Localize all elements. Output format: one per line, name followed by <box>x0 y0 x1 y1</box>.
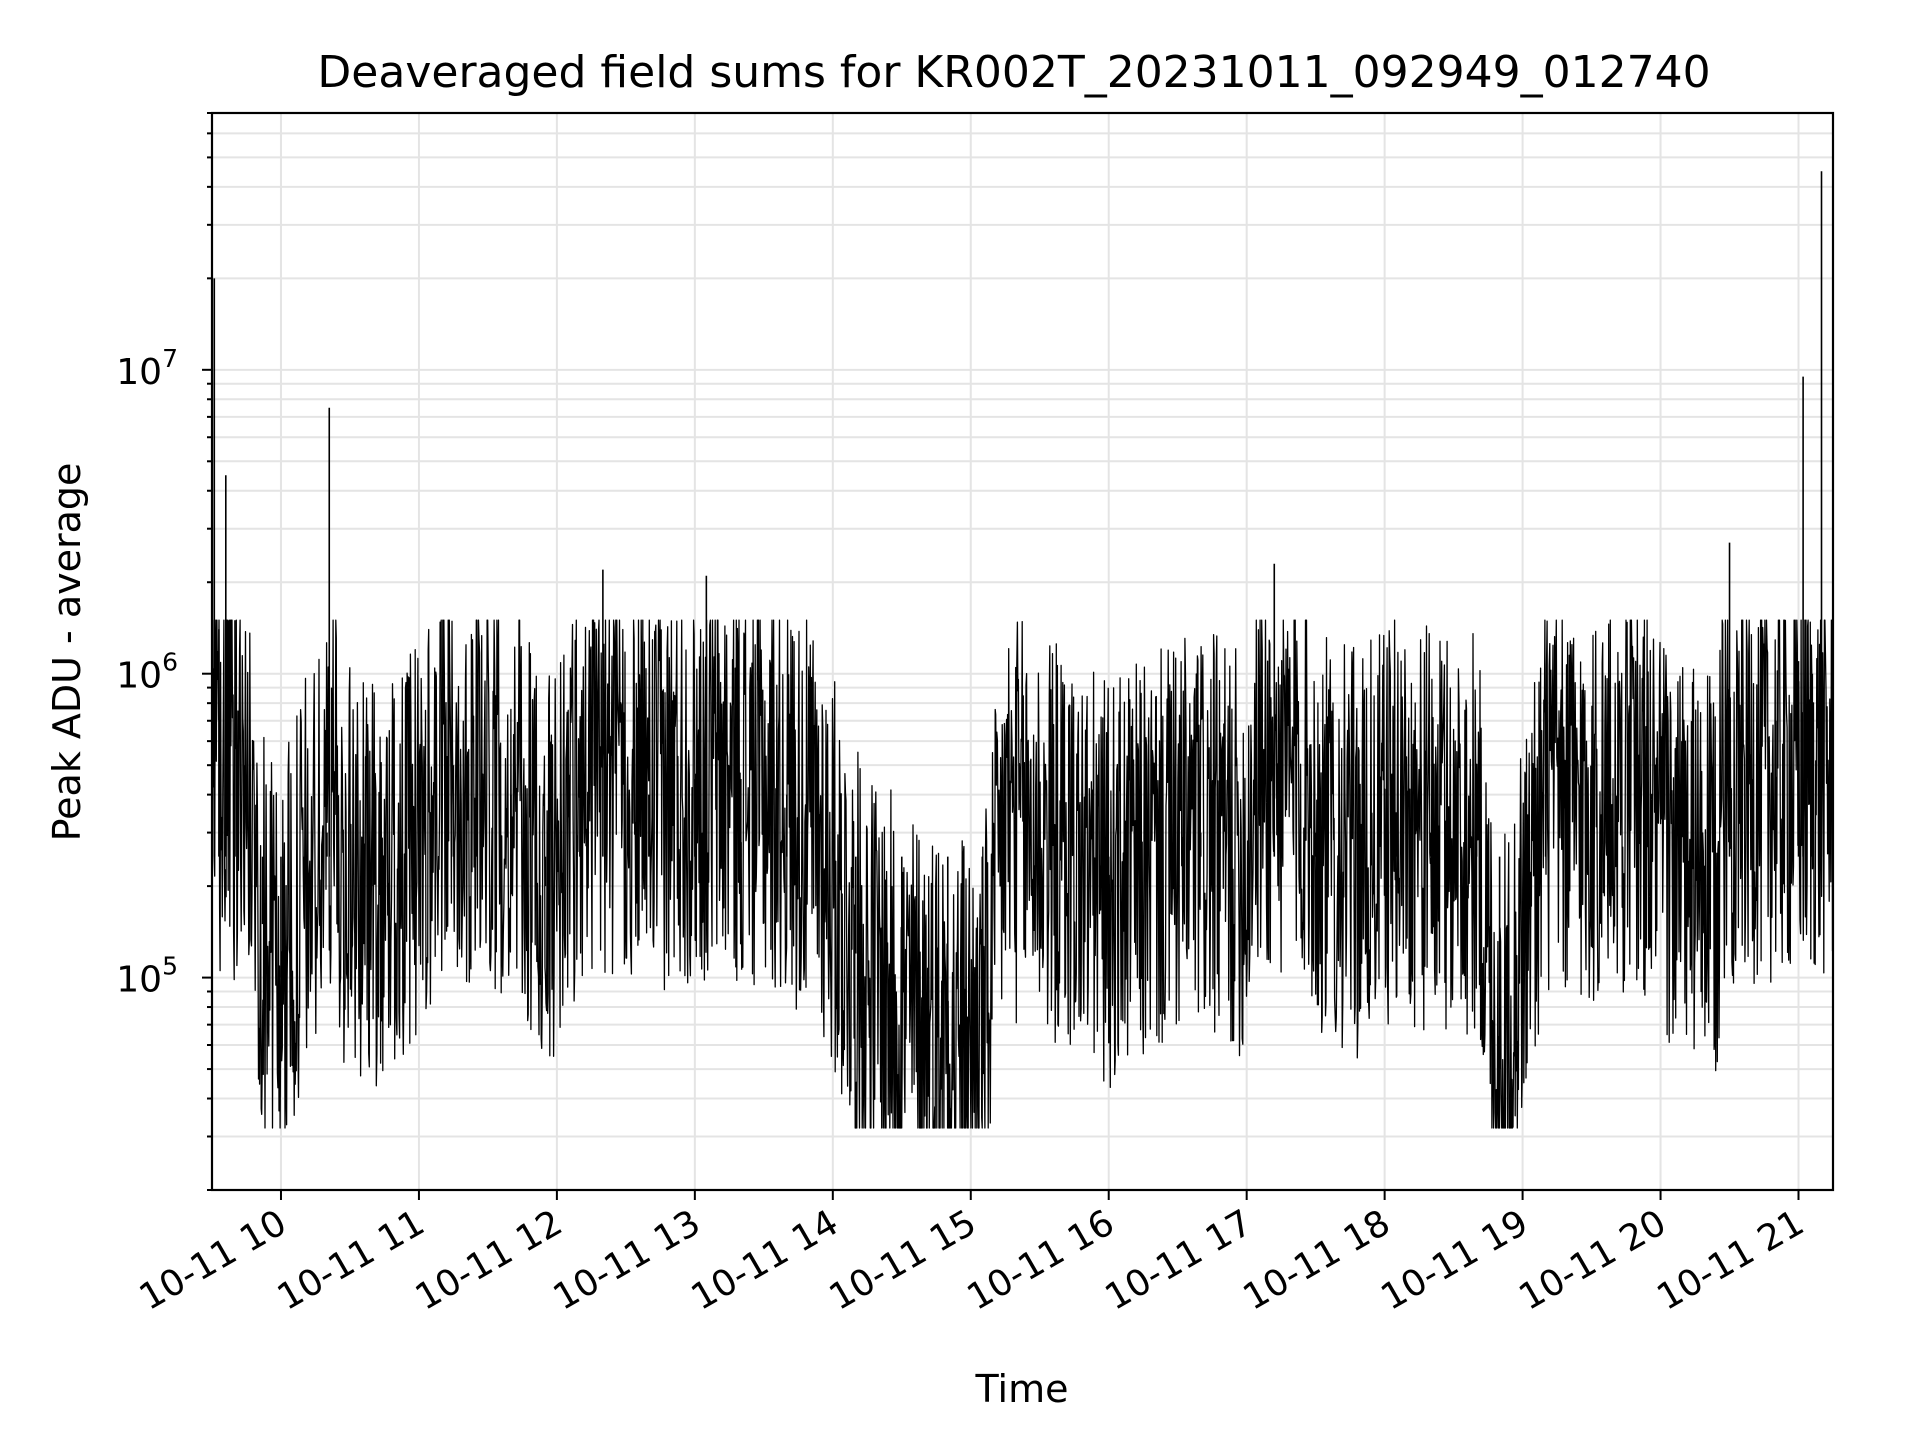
plot-frame <box>210 111 1835 1192</box>
y-tick-label-base: 10 <box>116 352 162 393</box>
chart-title: Deaveraged field sums for KR002T_2023101… <box>317 47 1710 98</box>
plot-area <box>210 111 1835 1192</box>
y-tick-label-exponent: 5 <box>162 952 178 981</box>
y-tick-label: 105 <box>116 952 178 1001</box>
series-line <box>211 619 1834 1129</box>
y-tick-label-base: 10 <box>116 656 162 697</box>
series-layer <box>211 171 1834 1129</box>
y-tick-label-exponent: 6 <box>162 648 178 677</box>
y-tick-label: 107 <box>116 344 178 393</box>
y-tick-label-base: 10 <box>116 960 162 1001</box>
y-tick-label: 106 <box>116 648 178 697</box>
y-axis-label: Peak ADU - average <box>45 463 89 842</box>
y-tick-label-exponent: 7 <box>162 344 178 373</box>
x-axis-label: Time <box>975 1367 1069 1411</box>
